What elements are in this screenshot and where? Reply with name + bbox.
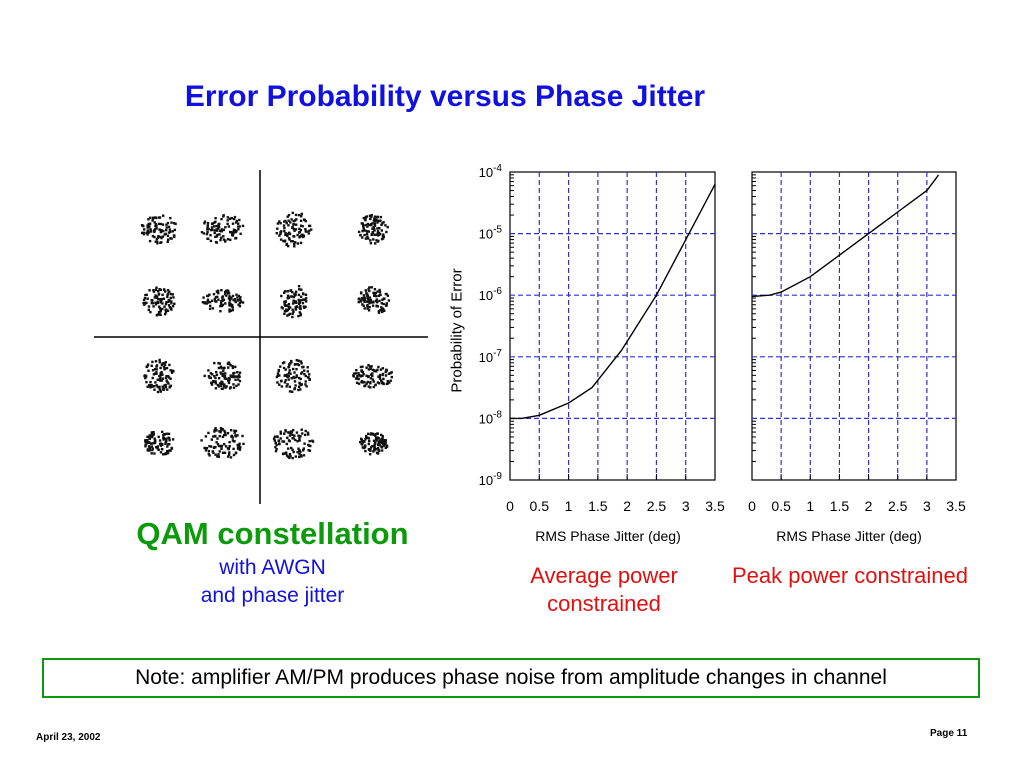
qam-subtitle-awgn: with AWGN <box>219 556 326 579</box>
y-tick-label: 10-5 <box>479 225 503 242</box>
x-tick-label: 1 <box>806 498 814 514</box>
qam-symbol-cloud <box>275 359 311 393</box>
x-tick-label: 2 <box>865 498 873 514</box>
x-tick-label: 0.5 <box>771 498 791 514</box>
qam-symbol-cloud <box>352 364 393 389</box>
qam-symbol-cloud <box>272 428 315 460</box>
qam-symbol-cloud <box>143 358 175 394</box>
error-probability-charts: 0 0.5 1 1.5 2 2.5 3 3.5 10-4 10-5 10-6 10-7 10-8 10-9… <box>479 163 966 514</box>
x-tick-label: 0.5 <box>530 498 550 514</box>
x-tick-label: 3.5 <box>946 498 966 514</box>
qam-symbol-cloud <box>357 213 389 245</box>
footer-page-number: Page 11 <box>930 728 968 739</box>
qam-symbol-cloud <box>357 286 391 314</box>
x-tick-label: 2.5 <box>888 498 908 514</box>
qam-symbol-cloud <box>203 361 242 390</box>
plot-frame <box>751 171 957 481</box>
qam-symbol-cloud <box>359 432 389 456</box>
x-tick-label: 3 <box>923 498 931 514</box>
x-tick-label: 0 <box>748 498 756 514</box>
note-box: Note: amplifier AM/PM produces phase noi… <box>42 658 980 698</box>
x-tick-label: 0 <box>506 498 514 514</box>
x-tick-label: 3 <box>682 498 690 514</box>
x-tick-label: 1.5 <box>588 498 608 514</box>
qam-symbol-cloud <box>142 286 176 317</box>
caption-peak-power: Peak power constrained <box>731 563 969 588</box>
x-tick-label: 1 <box>565 498 573 514</box>
y-tick-label: 10-6 <box>479 286 503 303</box>
y-axis-label: Probability of Error <box>448 268 466 393</box>
x-tick-label: 1.5 <box>830 498 850 514</box>
qam-symbol-cloud <box>201 289 245 313</box>
qam-symbol-cloud <box>275 211 313 248</box>
y-tick-label: 10-9 <box>479 471 503 488</box>
x-axis-label-left: RMS Phase Jitter (deg) <box>535 528 681 544</box>
qam-subtitle-phase-jitter: and phase jitter <box>200 584 345 607</box>
x-axis-label-right: RMS Phase Jitter (deg) <box>776 528 922 544</box>
y-tick-label: 10-4 <box>479 163 503 180</box>
error-probability-curve <box>751 174 940 298</box>
y-tick-label: 10-7 <box>479 348 503 365</box>
caption-average-power: Average power constrained <box>530 563 678 616</box>
qam-symbol-cloud <box>144 430 175 456</box>
error-probability-curve <box>510 183 716 420</box>
chart-average-power: 0 0.5 1 1.5 2 2.5 3 3.5 10-4 10-5 10-6 10-7 10-8 10-9 <box>479 163 725 514</box>
x-tick-label: 2 <box>623 498 631 514</box>
qam-points-group <box>140 211 393 460</box>
plot-frame <box>509 171 716 481</box>
x-tick-label: 3.5 <box>705 498 725 514</box>
qam-label: QAM constellation <box>136 516 409 551</box>
qam-constellation-diagram <box>94 170 428 504</box>
footer-date: April 23, 2002 <box>36 732 101 743</box>
chart-peak-power: 0 0.5 1 1.5 2 2.5 3 3.5 <box>748 171 966 514</box>
qam-symbol-cloud <box>280 285 308 319</box>
qam-symbol-cloud <box>200 427 245 459</box>
qam-symbol-cloud <box>200 214 245 244</box>
slide-title: Error Probability versus Phase Jitter <box>184 80 706 113</box>
y-tick-label: 10-8 <box>479 409 503 426</box>
qam-symbol-cloud <box>140 214 177 245</box>
x-tick-label: 2.5 <box>647 498 667 514</box>
